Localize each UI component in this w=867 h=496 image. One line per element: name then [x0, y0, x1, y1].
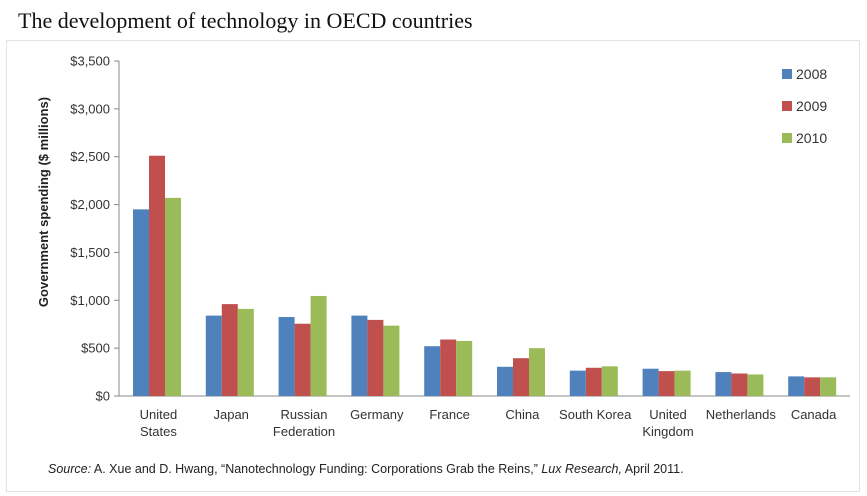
bar-2008 [278, 317, 295, 396]
source-citation: Source: A. Xue and D. Hwang, “Nanotechno… [48, 462, 684, 476]
x-tick-label: France [429, 407, 469, 422]
bar-2008 [133, 209, 149, 396]
bar-2010 [456, 340, 473, 396]
bar-2010 [674, 370, 691, 396]
legend-swatch-2010 [782, 133, 792, 143]
bar-2009 [149, 155, 165, 396]
bar-2008 [715, 372, 732, 396]
chart-panel [6, 40, 860, 492]
legend-label: 2008 [796, 66, 827, 82]
bar-2010 [237, 308, 254, 396]
y-tick-label: $2,500 [70, 149, 110, 164]
y-tick-label: $500 [81, 341, 110, 356]
legend-swatch-2009 [782, 101, 792, 111]
legend-label: 2009 [796, 98, 827, 114]
bar-2010 [165, 197, 181, 396]
y-tick-label: $1,500 [70, 245, 110, 260]
bars-group [133, 155, 837, 396]
x-tick-label: Netherlands [706, 407, 777, 422]
bar-2010 [601, 366, 618, 396]
x-tick-label: Japan [213, 407, 248, 422]
y-axis-label: Government spending ($ millions) [36, 97, 51, 307]
bar-2009 [658, 371, 675, 396]
bar-2008 [424, 346, 441, 396]
bar-2008 [351, 315, 368, 396]
x-tick-label: Russian Federation [273, 407, 335, 439]
y-tick-label: $3,500 [70, 54, 110, 69]
bar-2008 [205, 315, 222, 396]
x-tick-label: China [505, 407, 540, 422]
bar-2008 [569, 370, 586, 396]
bar-2010 [383, 325, 400, 396]
bar-2008 [497, 366, 513, 396]
bar-2008 [642, 368, 659, 396]
bar-2009 [804, 377, 821, 396]
bar-2010 [820, 377, 837, 396]
bar-2009 [513, 358, 529, 396]
bar-2008 [788, 376, 805, 396]
x-tick-label: Canada [791, 407, 837, 422]
x-axis-labels: United States Japan Russian Federation German… [140, 407, 838, 439]
y-tick-label: $0 [96, 389, 110, 404]
source-publication: Lux Research, [541, 462, 622, 476]
source-date: April 2011. [621, 462, 684, 476]
y-tick-label: $3,000 [70, 101, 110, 116]
bar-2009 [294, 323, 311, 396]
bar-2009 [585, 367, 602, 396]
legend-label: 2010 [796, 130, 827, 146]
x-tick-label: United Kingdom [642, 407, 693, 439]
y-axis: $0 $500 $1,000 $1,500 $2,000 $2,500 $3,000 $3,5… [70, 54, 850, 404]
legend: 2008 2009 2010 [782, 66, 827, 146]
x-tick-label: South Korea [559, 407, 632, 422]
bar-2009 [367, 319, 384, 396]
bar-2010 [529, 348, 545, 396]
bar-2009 [731, 373, 748, 396]
legend-swatch-2008 [782, 69, 792, 79]
bar-2009 [440, 339, 457, 396]
source-label: Source: [48, 462, 92, 476]
bar-2009 [221, 304, 238, 396]
x-tick-label: United States [140, 407, 178, 439]
y-tick-label: $1,000 [70, 293, 110, 308]
page-title: The development of technology in OECD co… [18, 8, 473, 33]
y-tick-label: $2,000 [70, 197, 110, 212]
x-tick-label: Germany [350, 407, 404, 422]
source-authors: A. Xue and D. Hwang, “Nanotechnology Fun… [91, 462, 542, 476]
bar-2010 [747, 374, 764, 396]
bar-2010 [310, 295, 327, 396]
